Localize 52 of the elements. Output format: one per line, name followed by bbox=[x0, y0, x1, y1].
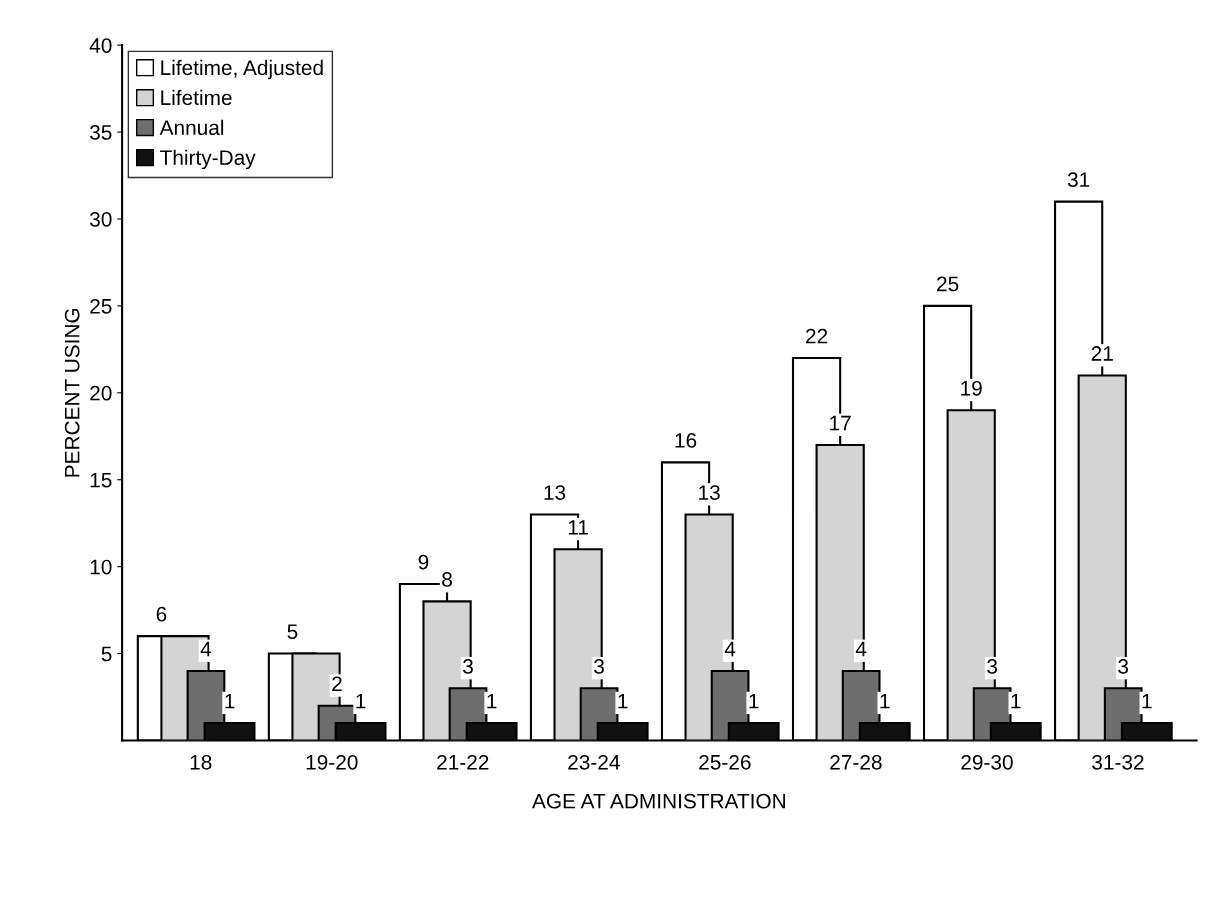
x-tick-label: 18 bbox=[190, 754, 212, 770]
data-label: 9 bbox=[418, 554, 429, 570]
y-tick-label: 10 bbox=[90, 559, 112, 575]
y-tick-label: 5 bbox=[101, 646, 112, 662]
data-label: 6 bbox=[156, 606, 167, 622]
x-tick-label: 23-24 bbox=[568, 754, 620, 770]
data-label: 4 bbox=[855, 641, 867, 657]
data-label: 3 bbox=[594, 659, 604, 674]
data-label: 4 bbox=[200, 641, 212, 657]
data-label: 1 bbox=[618, 693, 628, 709]
legend-label: Lifetime bbox=[161, 89, 232, 106]
data-label: 13 bbox=[699, 485, 720, 500]
y-tick-label: 35 bbox=[90, 125, 112, 140]
x-tick-label: 21-22 bbox=[437, 754, 489, 770]
x-tick-label: 31-32 bbox=[1092, 754, 1144, 770]
data-label: 3 bbox=[463, 659, 473, 674]
legend-label: Lifetime, Adjusted bbox=[161, 59, 323, 80]
y-tick-label: 20 bbox=[90, 385, 112, 401]
data-label: 17 bbox=[830, 415, 851, 431]
data-label: 1 bbox=[1011, 693, 1021, 709]
data-label: 3 bbox=[987, 659, 998, 674]
data-label: 1 bbox=[356, 693, 366, 709]
legend-label: Thirty-Day bbox=[160, 149, 256, 170]
y-tick-label: 40 bbox=[89, 38, 112, 53]
data-label: 4 bbox=[724, 641, 736, 657]
x-tick-label: 27-28 bbox=[830, 754, 882, 770]
data-label: 22 bbox=[806, 328, 828, 344]
data-label: 1 bbox=[487, 693, 497, 709]
data-label: 1 bbox=[225, 693, 235, 709]
data-label: 2 bbox=[332, 676, 342, 691]
y-tick-label: 15 bbox=[90, 472, 112, 488]
data-label: 25 bbox=[937, 276, 959, 292]
data-label: 11 bbox=[568, 520, 588, 535]
data-label: 13 bbox=[544, 485, 566, 500]
data-label: 1 bbox=[1142, 693, 1152, 709]
data-label: 1 bbox=[880, 693, 890, 709]
y-tick-label: 30 bbox=[90, 211, 112, 227]
data-label: 3 bbox=[1118, 659, 1129, 674]
data-label: 21 bbox=[1091, 346, 1113, 361]
x-axis-title: AGE AT ADMINISTRATION bbox=[532, 793, 785, 809]
legend-label: Annual bbox=[159, 119, 224, 136]
data-label: 1 bbox=[749, 693, 759, 709]
y-axis-title: PERCENT USING bbox=[64, 308, 80, 477]
x-tick-label: 19-20 bbox=[306, 754, 358, 770]
data-label: 31 bbox=[1067, 172, 1090, 188]
data-label: 8 bbox=[442, 572, 452, 587]
y-tick-label: 25 bbox=[90, 298, 112, 314]
data-label: 16 bbox=[675, 433, 697, 448]
x-tick-label: 25-26 bbox=[699, 754, 751, 770]
data-label: 19 bbox=[961, 380, 982, 396]
x-tick-label: 29-30 bbox=[961, 754, 1013, 770]
data-label: 5 bbox=[287, 624, 298, 639]
